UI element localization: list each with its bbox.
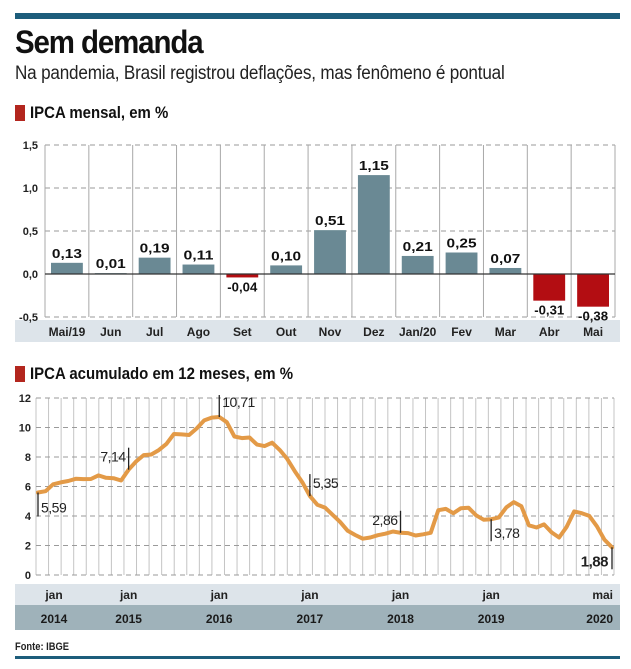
x-tick-year: 2019 bbox=[478, 612, 505, 626]
data-label: -0,38 bbox=[578, 309, 608, 324]
x-tick-label: Jul bbox=[146, 325, 163, 339]
y-tick-label: 6 bbox=[25, 482, 31, 494]
month-band bbox=[15, 584, 620, 605]
x-tick-label: Dez bbox=[363, 325, 384, 339]
y-tick-label: 1,5 bbox=[23, 140, 38, 152]
x-tick-label: Mar bbox=[495, 325, 517, 339]
x-tick-label: Mai/19 bbox=[49, 325, 86, 339]
data-label: -0,04 bbox=[227, 279, 258, 294]
bar-mai-19 bbox=[51, 262, 83, 274]
line-chart-title: IPCA acumulado em 12 meses, em % bbox=[15, 364, 329, 384]
x-tick-month: jan bbox=[210, 588, 228, 602]
bar-fev bbox=[445, 252, 478, 274]
x-tick-label: Set bbox=[233, 325, 252, 339]
bar-chart-title: IPCA mensal, em % bbox=[15, 103, 187, 123]
data-label: 1,15 bbox=[359, 158, 389, 173]
y-tick-label: 1,0 bbox=[23, 183, 38, 195]
section-marker-icon bbox=[15, 366, 25, 382]
ipca-12m-line bbox=[36, 415, 614, 550]
y-tick-label: 10 bbox=[19, 423, 31, 435]
y-tick-label: 4 bbox=[25, 511, 32, 523]
annotation-label: 5,59 bbox=[41, 500, 67, 516]
x-tick-month: jan bbox=[481, 588, 499, 602]
annotation-label: 1,88 bbox=[581, 553, 608, 570]
x-tick-year: 2016 bbox=[206, 612, 233, 626]
bar-ago bbox=[182, 264, 215, 274]
data-label: 0,51 bbox=[315, 213, 345, 228]
y-tick-label: 2 bbox=[25, 541, 31, 553]
annotation-label: 10,71 bbox=[222, 394, 255, 410]
y-tick-label: 0,5 bbox=[23, 226, 38, 238]
annotation-label: 3,78 bbox=[494, 525, 520, 541]
data-label: 0,13 bbox=[52, 246, 82, 261]
line-chart-title-text: IPCA acumulado em 12 meses, em % bbox=[30, 364, 294, 383]
x-tick-label: Nov bbox=[319, 325, 342, 339]
x-tick-year: 2018 bbox=[387, 612, 414, 626]
data-label: 0,25 bbox=[447, 236, 477, 251]
x-tick-month: jan bbox=[300, 588, 318, 602]
x-tick-label: Jan/20 bbox=[399, 325, 437, 339]
x-tick-month: jan bbox=[44, 588, 62, 602]
y-tick-label: 0,0 bbox=[23, 269, 38, 281]
annotation-label: 2,86 bbox=[372, 512, 398, 528]
bar-mar bbox=[489, 267, 522, 274]
bar-jul bbox=[138, 257, 171, 274]
y-tick-label: 0 bbox=[25, 570, 31, 582]
monthly-ipca-bar-chart: 1,5 1,0 0,5 0,0 -0,5 0,13 Mai/19 0,01 Jun 0,19 Jul… bbox=[15, 140, 620, 342]
x-tick-year: 2017 bbox=[297, 612, 324, 626]
data-label: -0,31 bbox=[534, 303, 564, 318]
x-tick-year: 2015 bbox=[115, 612, 142, 626]
bar-mai bbox=[577, 274, 609, 307]
bar-abr bbox=[533, 274, 566, 301]
x-tick-label: Abr bbox=[539, 325, 560, 339]
data-label: 0,21 bbox=[403, 239, 433, 254]
x-tick-label: Mai bbox=[583, 325, 603, 339]
bottom-rule bbox=[15, 656, 620, 659]
data-label: 0,19 bbox=[140, 241, 170, 256]
y-tick-label: -0,5 bbox=[19, 312, 38, 324]
bar-set bbox=[226, 274, 259, 278]
y-tick-label: 12 bbox=[19, 393, 31, 405]
annotation-label: 7,14 bbox=[100, 449, 126, 465]
x-tick-label: Jun bbox=[100, 325, 121, 339]
page-subtitle: Na pandemia, Brasil registrou deflações,… bbox=[15, 63, 505, 84]
x-tick-label: Ago bbox=[187, 325, 210, 339]
source-note: Fonte: IBGE bbox=[15, 641, 70, 653]
bar-out bbox=[270, 265, 303, 274]
x-tick-year: 2020 bbox=[586, 612, 613, 626]
x-tick-month: jan bbox=[391, 588, 409, 602]
x-tick-label: Fev bbox=[451, 325, 472, 339]
top-rule bbox=[15, 13, 620, 19]
bar-chart-title-text: IPCA mensal, em % bbox=[30, 103, 169, 122]
year-band bbox=[15, 605, 620, 630]
accumulated-ipca-line-chart: 12 10 8 6 4 2 0 5,59 7,14 10,71 5,35 2,86 3,78 1,88 ja… bbox=[15, 393, 620, 630]
data-label: 0,11 bbox=[183, 248, 213, 263]
bar-jan-20 bbox=[401, 255, 434, 274]
data-label: 0,07 bbox=[490, 251, 520, 266]
x-tick-year: 2014 bbox=[41, 612, 68, 626]
section-marker-icon bbox=[15, 105, 25, 121]
data-label: 0,10 bbox=[271, 248, 301, 263]
x-tick-label: Out bbox=[276, 325, 297, 339]
annotation-label: 5,35 bbox=[313, 475, 339, 491]
bar-dez bbox=[357, 175, 390, 274]
category-band bbox=[15, 320, 620, 342]
x-tick-month: mai bbox=[592, 588, 613, 602]
data-label: 0,01 bbox=[96, 256, 126, 271]
bar-nov bbox=[314, 230, 346, 274]
page-title: Sem demanda bbox=[15, 24, 204, 60]
x-tick-month: jan bbox=[119, 588, 137, 602]
y-tick-label: 8 bbox=[25, 452, 31, 464]
